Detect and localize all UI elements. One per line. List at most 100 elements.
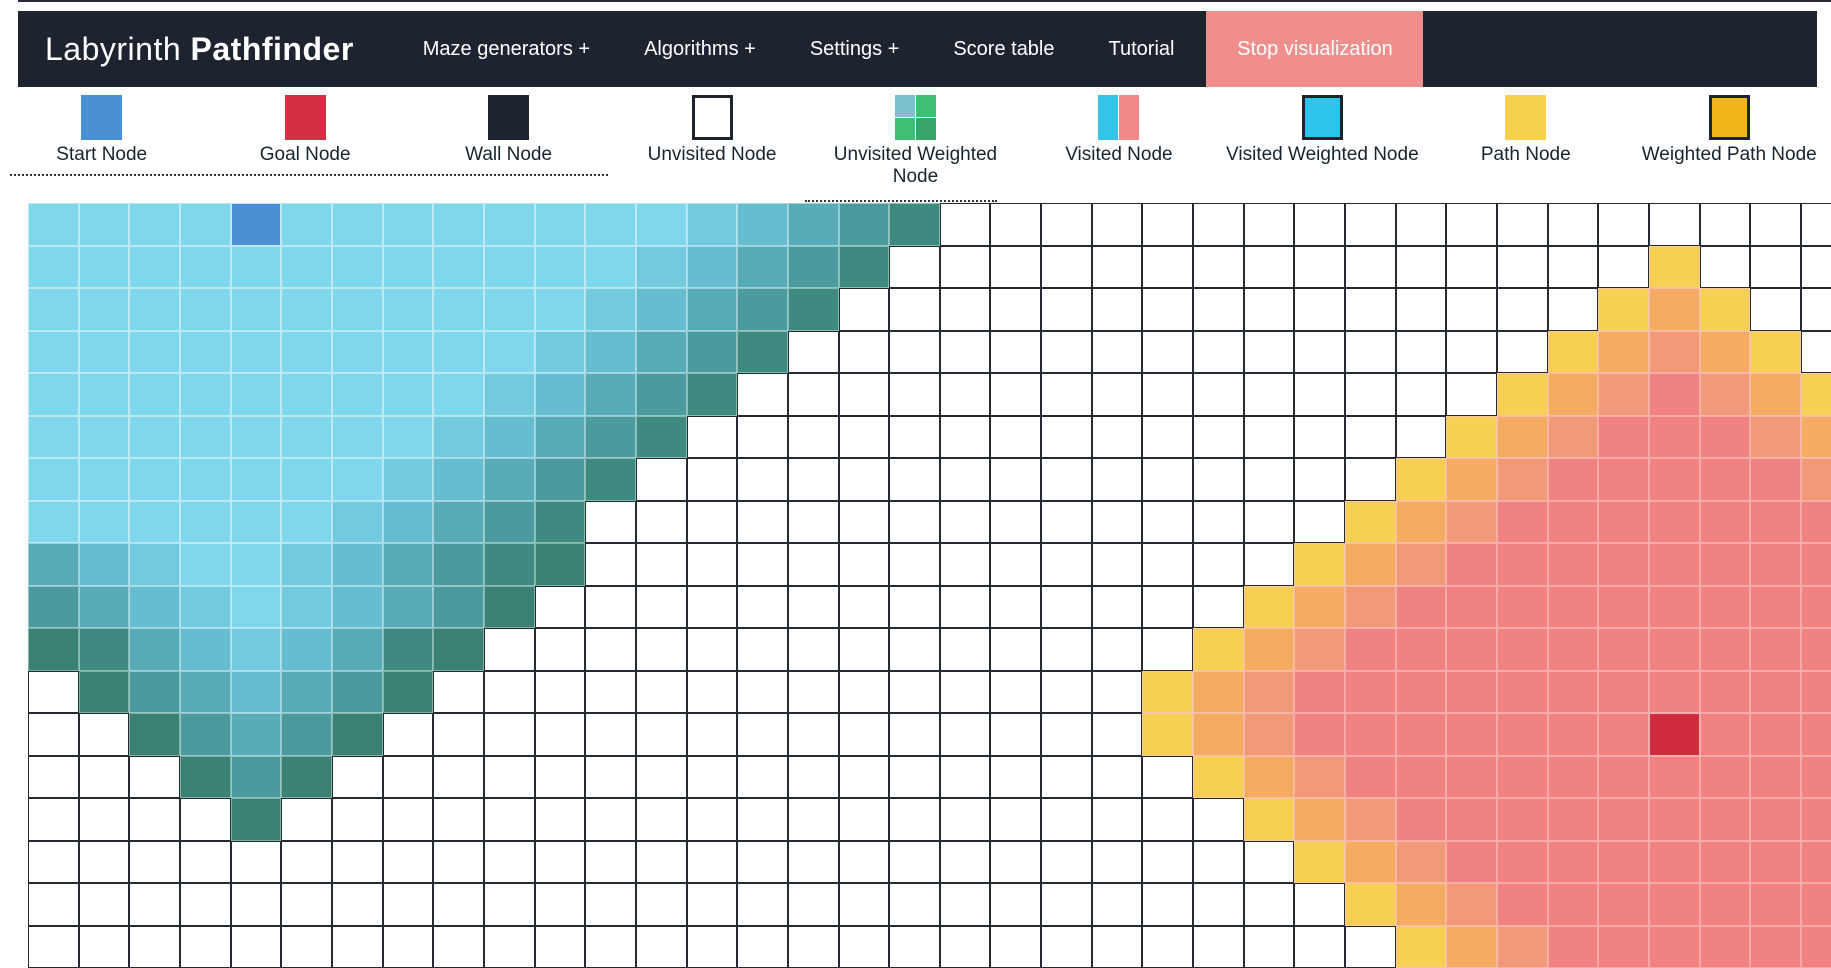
grid-cell[interactable] bbox=[636, 373, 687, 416]
grid-cell[interactable] bbox=[332, 416, 383, 459]
grid-cell[interactable] bbox=[839, 841, 890, 884]
grid-cell[interactable] bbox=[1700, 458, 1751, 501]
grid-cell[interactable] bbox=[1801, 501, 1831, 544]
grid-cell[interactable] bbox=[990, 841, 1041, 884]
grid-cell[interactable] bbox=[1396, 543, 1447, 586]
grid-cell[interactable] bbox=[1193, 288, 1244, 331]
grid-cell[interactable] bbox=[1750, 586, 1801, 629]
grid-cell[interactable] bbox=[129, 288, 180, 331]
grid-cell[interactable] bbox=[1193, 926, 1244, 968]
grid-cell[interactable] bbox=[1548, 713, 1599, 756]
grid-cell[interactable] bbox=[1649, 458, 1700, 501]
grid-cell[interactable] bbox=[383, 501, 434, 544]
grid-cell[interactable] bbox=[1548, 628, 1599, 671]
grid-cell[interactable] bbox=[79, 373, 130, 416]
grid-cell[interactable] bbox=[383, 926, 434, 968]
grid-cell[interactable] bbox=[79, 543, 130, 586]
grid-cell[interactable] bbox=[535, 203, 586, 246]
grid-cell[interactable] bbox=[1548, 501, 1599, 544]
grid-cell[interactable] bbox=[180, 883, 231, 926]
grid-cell[interactable] bbox=[535, 586, 586, 629]
grid-cell[interactable] bbox=[535, 246, 586, 289]
grid-cell[interactable] bbox=[788, 373, 839, 416]
grid-cell[interactable] bbox=[1345, 713, 1396, 756]
grid-cell[interactable] bbox=[1041, 331, 1092, 374]
grid-cell[interactable] bbox=[1396, 586, 1447, 629]
grid-cell[interactable] bbox=[1193, 586, 1244, 629]
grid-cell[interactable] bbox=[889, 586, 940, 629]
grid-cell[interactable] bbox=[1041, 458, 1092, 501]
grid-cell[interactable] bbox=[383, 628, 434, 671]
grid-cell[interactable] bbox=[889, 543, 940, 586]
grid-cell[interactable] bbox=[1142, 501, 1193, 544]
grid-cell[interactable] bbox=[889, 671, 940, 714]
grid-cell[interactable] bbox=[180, 501, 231, 544]
grid-cell[interactable] bbox=[737, 373, 788, 416]
grid-cell[interactable] bbox=[990, 416, 1041, 459]
grid-cell[interactable] bbox=[737, 288, 788, 331]
grid-cell[interactable] bbox=[231, 458, 282, 501]
grid-cell[interactable] bbox=[1801, 883, 1831, 926]
grid-cell[interactable] bbox=[687, 926, 738, 968]
grid-cell[interactable] bbox=[1142, 288, 1193, 331]
grid-cell[interactable] bbox=[585, 841, 636, 884]
grid-cell[interactable] bbox=[889, 373, 940, 416]
grid-cell[interactable] bbox=[180, 586, 231, 629]
grid-cell[interactable] bbox=[1497, 926, 1548, 968]
grid-cell[interactable] bbox=[1598, 798, 1649, 841]
grid-cell[interactable] bbox=[28, 246, 79, 289]
grid-cell[interactable] bbox=[788, 288, 839, 331]
grid-cell[interactable] bbox=[180, 713, 231, 756]
grid-cell[interactable] bbox=[839, 246, 890, 289]
grid-cell[interactable] bbox=[28, 713, 79, 756]
grid-cell[interactable] bbox=[1396, 713, 1447, 756]
grid-cell[interactable] bbox=[889, 926, 940, 968]
grid-cell[interactable] bbox=[484, 501, 535, 544]
grid-cell[interactable] bbox=[737, 883, 788, 926]
grid-cell[interactable] bbox=[129, 501, 180, 544]
grid-cell[interactable] bbox=[839, 458, 890, 501]
grid-cell[interactable] bbox=[636, 713, 687, 756]
grid-cell[interactable] bbox=[1649, 501, 1700, 544]
grid-cell[interactable] bbox=[990, 586, 1041, 629]
grid-cell[interactable] bbox=[180, 373, 231, 416]
grid-cell[interactable] bbox=[940, 713, 991, 756]
grid-cell[interactable] bbox=[687, 416, 738, 459]
grid-cell[interactable] bbox=[1142, 458, 1193, 501]
grid-cell[interactable] bbox=[1345, 543, 1396, 586]
grid-cell[interactable] bbox=[1396, 671, 1447, 714]
grid-cell[interactable] bbox=[1041, 756, 1092, 799]
grid-cell[interactable] bbox=[1548, 416, 1599, 459]
grid-cell[interactable] bbox=[940, 586, 991, 629]
grid-cell[interactable] bbox=[1244, 373, 1295, 416]
grid-cell[interactable] bbox=[332, 883, 383, 926]
grid-cell[interactable] bbox=[585, 543, 636, 586]
grid-cell[interactable] bbox=[383, 458, 434, 501]
grid-cell[interactable] bbox=[636, 798, 687, 841]
grid-cell[interactable] bbox=[1598, 246, 1649, 289]
grid-cell[interactable] bbox=[383, 798, 434, 841]
grid-cell[interactable] bbox=[79, 841, 130, 884]
grid-cell[interactable] bbox=[79, 798, 130, 841]
grid-cell[interactable] bbox=[383, 543, 434, 586]
grid-cell[interactable] bbox=[281, 883, 332, 926]
grid-cell[interactable] bbox=[1092, 288, 1143, 331]
grid-cell[interactable] bbox=[484, 883, 535, 926]
grid-cell[interactable] bbox=[28, 841, 79, 884]
grid-cell[interactable] bbox=[281, 288, 332, 331]
grid-cell[interactable] bbox=[1041, 883, 1092, 926]
grid-cell[interactable] bbox=[332, 203, 383, 246]
grid-cell[interactable] bbox=[1801, 713, 1831, 756]
grid-cell[interactable] bbox=[79, 246, 130, 289]
grid-cell[interactable] bbox=[433, 713, 484, 756]
grid-cell[interactable] bbox=[129, 373, 180, 416]
grid-cell[interactable] bbox=[433, 883, 484, 926]
grid-cell[interactable] bbox=[231, 246, 282, 289]
grid-cell[interactable] bbox=[1041, 798, 1092, 841]
grid-cell[interactable] bbox=[1598, 883, 1649, 926]
grid-cell[interactable] bbox=[1700, 671, 1751, 714]
grid-cell[interactable] bbox=[79, 203, 130, 246]
grid-cell[interactable] bbox=[231, 883, 282, 926]
grid-cell[interactable] bbox=[839, 926, 890, 968]
grid-cell[interactable] bbox=[990, 203, 1041, 246]
